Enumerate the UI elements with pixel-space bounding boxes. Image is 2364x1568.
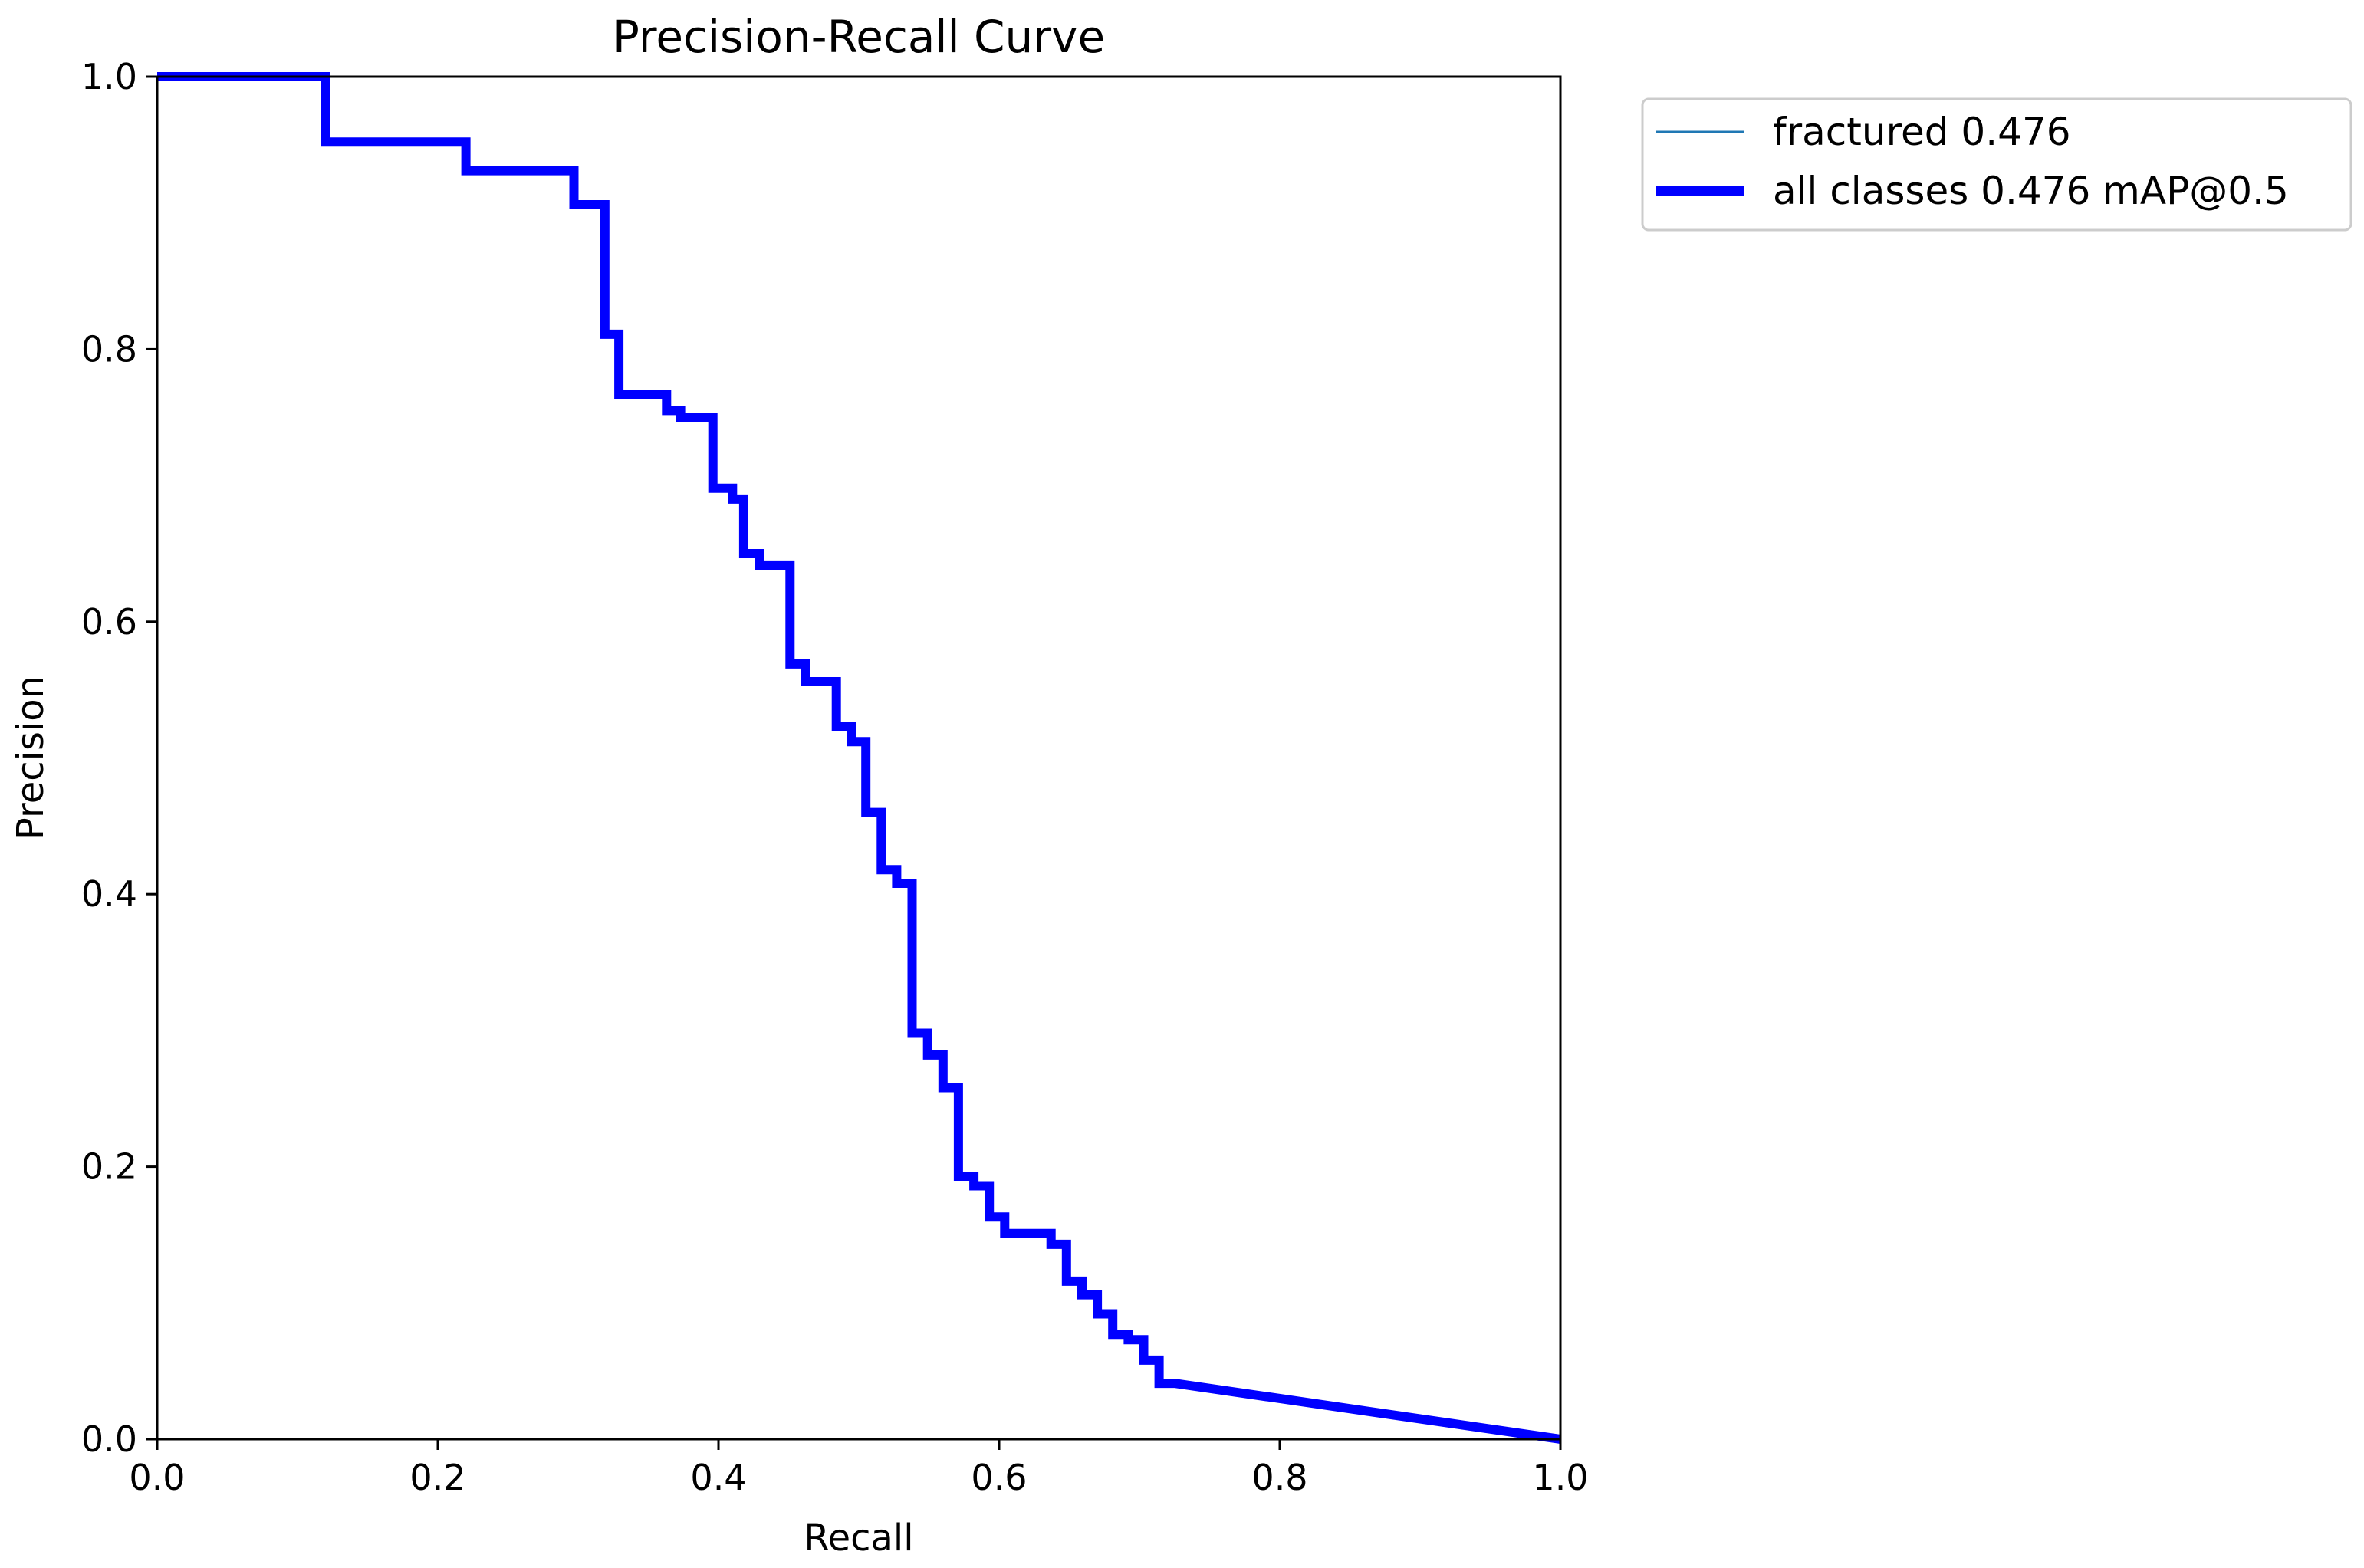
x-tick-label: 0.6 xyxy=(971,1457,1027,1498)
axes-frame xyxy=(156,75,1562,1441)
y-tick-label: 1.0 xyxy=(81,56,137,97)
chart-title: Precision-Recall Curve xyxy=(613,11,1105,63)
x-tick-label: 0.8 xyxy=(1251,1457,1307,1498)
series-line-1 xyxy=(157,72,1561,1444)
x-tick-label: 0.4 xyxy=(690,1457,746,1498)
x-axis-ticks: 0.0 0.2 0.4 0.6 0.8 1.0 xyxy=(129,1439,1589,1498)
legend: fractured 0.476 all classes 0.476 mAP@0.… xyxy=(1641,97,2352,232)
x-tick-label: 0.0 xyxy=(129,1457,185,1498)
y-tick-label: 0.6 xyxy=(81,601,137,643)
x-axis-label: Recall xyxy=(804,1517,913,1560)
y-axis-ticks: 0.0 0.2 0.4 0.6 0.8 1.0 xyxy=(81,56,157,1460)
x-tick-label: 0.2 xyxy=(409,1457,465,1498)
y-tick-label: 0.2 xyxy=(81,1146,137,1188)
series-layer xyxy=(157,72,1561,1444)
y-tick-label: 0.0 xyxy=(81,1418,137,1460)
legend-label-fractured: fractured 0.476 xyxy=(1773,110,2071,154)
legend-label-all-classes: all classes 0.476 mAP@0.5 xyxy=(1773,169,2289,213)
legend-box xyxy=(1641,97,2352,232)
plot-area xyxy=(157,77,1560,1439)
y-tick-label: 0.8 xyxy=(81,328,137,370)
y-tick-label: 0.4 xyxy=(81,873,137,915)
y-axis-label: Precision xyxy=(9,676,52,840)
x-tick-label: 1.0 xyxy=(1532,1457,1588,1498)
